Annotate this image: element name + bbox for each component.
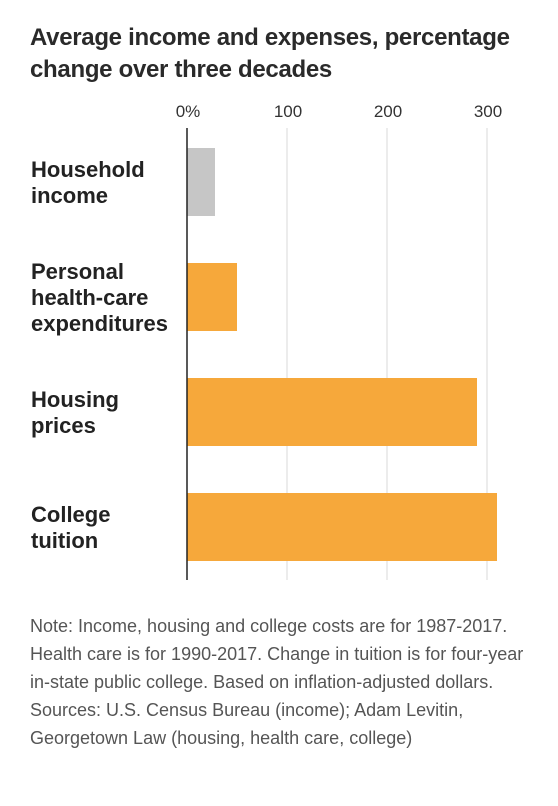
category-label: Household income [31, 157, 145, 208]
bar [187, 378, 477, 446]
bars [187, 148, 497, 561]
note-text: Note: Income, housing and college costs … [30, 616, 524, 692]
x-tick-label: 300 [474, 102, 502, 121]
sources-text: Sources: U.S. Census Bureau (income); Ad… [30, 700, 464, 748]
category-labels: Household income Personal health-care expend… [31, 157, 168, 553]
chart-notes: Note: Income, housing and college costs … [30, 612, 545, 752]
bar-chart: 0% 100 200 300 Household income Personal healt… [31, 102, 502, 580]
bar [187, 263, 237, 331]
x-tick-label: 100 [274, 102, 302, 121]
chart-title: Average income and expenses, percentage … [30, 24, 510, 83]
category-label: Housing prices [31, 387, 119, 438]
category-label: College tuition [31, 502, 110, 553]
category-label: Personal health-care expenditures [31, 259, 168, 336]
x-tick-labels: 0% 100 200 300 [176, 102, 502, 121]
x-tick-label: 0% [176, 102, 201, 121]
x-tick-label: 200 [374, 102, 402, 121]
bar [187, 148, 215, 216]
bar [187, 493, 497, 561]
